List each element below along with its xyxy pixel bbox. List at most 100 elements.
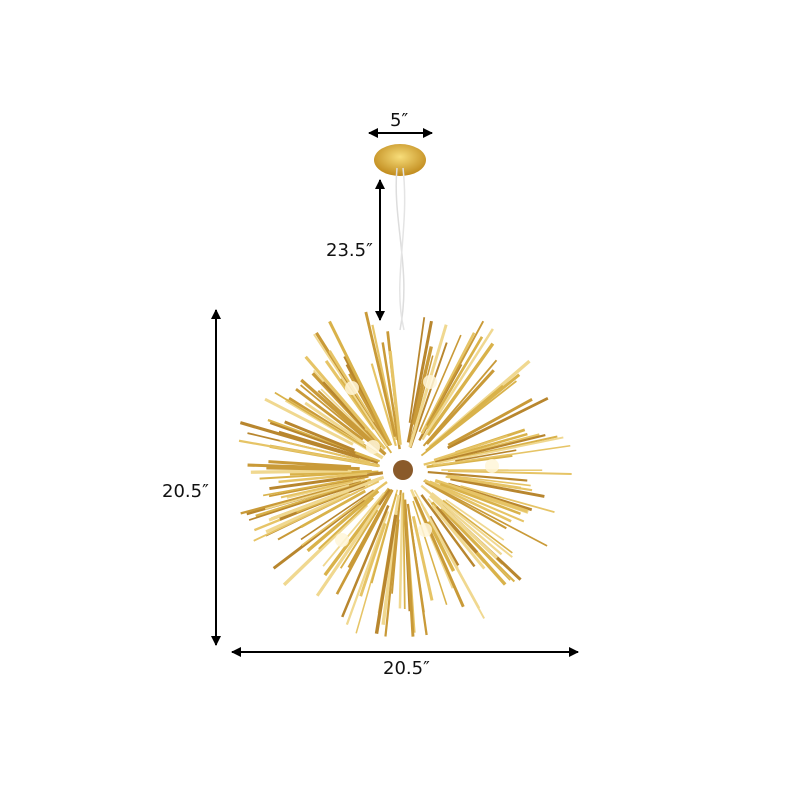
rod [450, 477, 545, 498]
rod [239, 421, 360, 459]
rod [422, 359, 498, 447]
chandelier [238, 144, 572, 637]
rod [423, 480, 548, 547]
rod [435, 433, 546, 464]
rod [381, 342, 401, 450]
rod [431, 492, 513, 558]
rod [460, 485, 555, 513]
rod [408, 317, 426, 423]
rod [269, 471, 384, 491]
rod [345, 510, 390, 625]
rod [426, 342, 495, 437]
rod [403, 499, 415, 637]
rod [250, 469, 352, 474]
rod [440, 508, 511, 581]
rod [406, 320, 433, 443]
rod [411, 346, 433, 425]
rod [422, 506, 481, 609]
rod [412, 500, 448, 605]
bulb [335, 533, 349, 547]
rod [341, 505, 390, 618]
rod [280, 480, 354, 499]
rod [433, 444, 571, 467]
rod [430, 504, 486, 570]
rod [315, 504, 381, 597]
dimension-arrows [211, 128, 579, 657]
cord-length-label: 23.5″ [326, 240, 373, 261]
rod [322, 381, 367, 430]
rod [318, 497, 374, 550]
rod [428, 373, 521, 450]
rod [433, 434, 509, 461]
rod [441, 508, 516, 583]
ceiling-canopy [374, 144, 426, 176]
rod [406, 503, 428, 636]
rod [420, 494, 476, 568]
rod [240, 483, 350, 515]
rod [442, 499, 513, 554]
rod [445, 498, 505, 541]
rod [247, 463, 360, 471]
rod [268, 460, 352, 469]
suspension-cord [395, 167, 405, 331]
rod [434, 479, 528, 513]
rod [429, 494, 498, 560]
rod [328, 320, 393, 447]
rod [359, 522, 387, 597]
rod [423, 478, 512, 523]
rod [264, 484, 350, 510]
rod [447, 470, 572, 475]
rod [304, 355, 387, 450]
rod [265, 492, 351, 534]
rod [238, 439, 380, 467]
rod [438, 432, 528, 461]
rod [435, 506, 479, 554]
rod [420, 332, 476, 435]
rod [282, 503, 369, 587]
width-label: 20.5″ [383, 658, 430, 679]
rod [420, 484, 503, 556]
rod [447, 397, 549, 450]
rod [388, 350, 402, 445]
height-label: 20.5″ [162, 481, 209, 502]
rod [268, 475, 385, 522]
bulb [485, 459, 499, 473]
rod [418, 334, 462, 433]
rod [323, 487, 391, 577]
bulb [345, 381, 359, 395]
suspension-cord [399, 167, 406, 331]
rod [447, 474, 531, 487]
rod [370, 493, 398, 584]
rod [384, 490, 402, 637]
rod [300, 489, 366, 529]
rod [421, 328, 494, 441]
rod [425, 481, 507, 530]
rod [413, 496, 465, 608]
rod [269, 421, 356, 455]
rod [409, 342, 448, 449]
rod [402, 492, 406, 609]
rod [267, 418, 380, 463]
rod [263, 477, 357, 497]
rod [304, 401, 365, 445]
rod [426, 320, 485, 427]
sputnik-rods [238, 311, 572, 637]
rod [284, 420, 356, 452]
center-hub [393, 460, 413, 480]
bulb [418, 523, 432, 537]
rod [300, 489, 375, 541]
rod [381, 523, 398, 625]
rod [306, 489, 380, 553]
rod [398, 493, 404, 609]
rod [335, 489, 394, 595]
rod [320, 388, 378, 446]
rod [426, 336, 484, 430]
rod [439, 482, 521, 515]
bulb [423, 375, 437, 389]
rod [295, 388, 364, 441]
rod [427, 520, 456, 572]
rod [374, 514, 398, 634]
rod [425, 369, 495, 445]
